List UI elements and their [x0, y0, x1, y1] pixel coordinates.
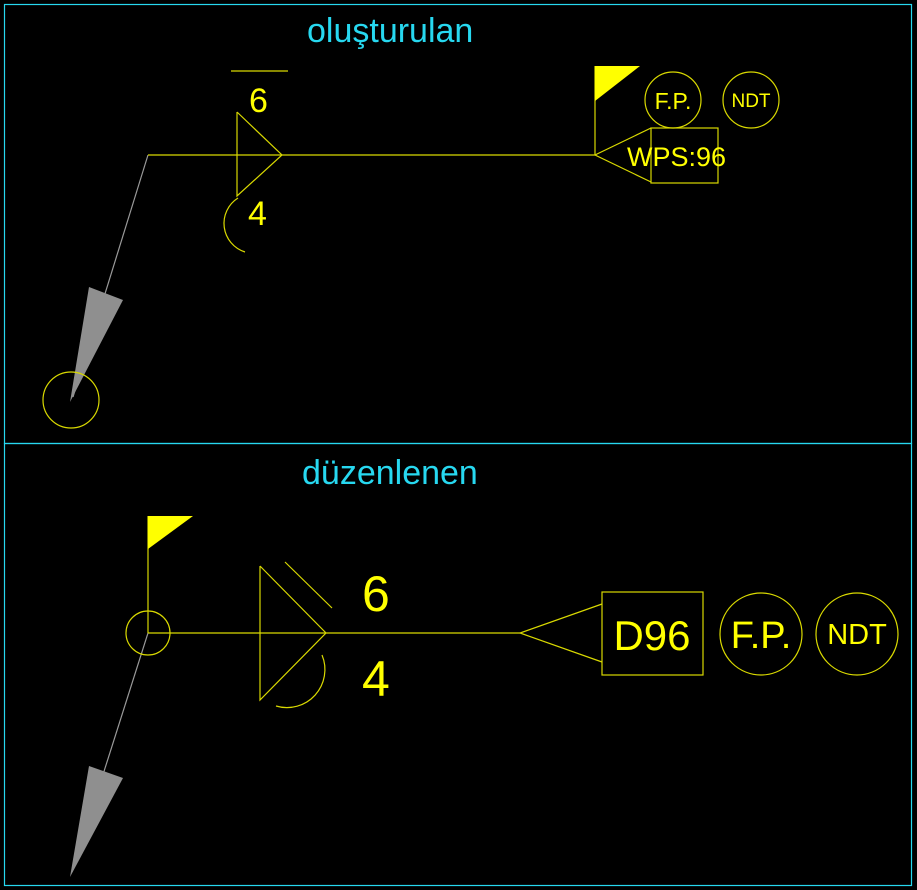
top-fillet-symbol-icon — [236, 111, 283, 198]
top-tail-box — [650, 127, 719, 184]
bottom-fp-label: F.P. — [731, 615, 792, 657]
bottom-circle-icon — [125, 610, 171, 656]
bottom-fp-circle — [719, 592, 803, 676]
bottom-tail-box — [601, 591, 704, 676]
top-arrow-icon — [70, 287, 123, 402]
bottom-dimension-below: 4 — [362, 651, 390, 707]
top-flag-icon — [595, 66, 640, 101]
top-dimension-below: 4 — [248, 195, 267, 233]
bottom-ndt-circle — [815, 592, 899, 676]
bottom-panel-title: düzenlenen — [302, 454, 478, 492]
top-convex-arc-icon — [223, 197, 246, 253]
bottom-flag-icon — [148, 516, 193, 549]
top-dimension-above: 6 — [249, 82, 268, 120]
top-fp-circle — [644, 71, 702, 129]
top-welding-symbol: 6 4 WPS:96 F.P. NDT — [42, 66, 780, 429]
top-ndt-circle — [722, 71, 780, 129]
top-tail-box-label: WPS:96 — [627, 142, 726, 172]
top-panel-border — [3, 3, 913, 445]
top-fp-label: F.P. — [655, 88, 692, 114]
bottom-panel-border — [3, 442, 913, 887]
bottom-tail-icon — [518, 603, 603, 663]
bottom-fillet-symbol-icon — [259, 565, 327, 702]
bottom-arrow-icon — [70, 766, 123, 877]
bottom-welding-symbol: 6 4 D96 F.P. NDT — [70, 516, 899, 877]
top-ndt-label: NDT — [731, 91, 770, 112]
top-circle-icon — [42, 371, 100, 429]
top-panel-title: oluşturulan — [307, 12, 474, 50]
bottom-tail-box-label: D96 — [613, 612, 690, 659]
bottom-ndt-label: NDT — [827, 619, 887, 651]
bottom-contour-line-icon — [284, 561, 333, 609]
bottom-dimension-above: 6 — [362, 566, 390, 622]
top-tail-icon — [593, 127, 652, 183]
bottom-convex-arc-icon — [275, 654, 326, 709]
